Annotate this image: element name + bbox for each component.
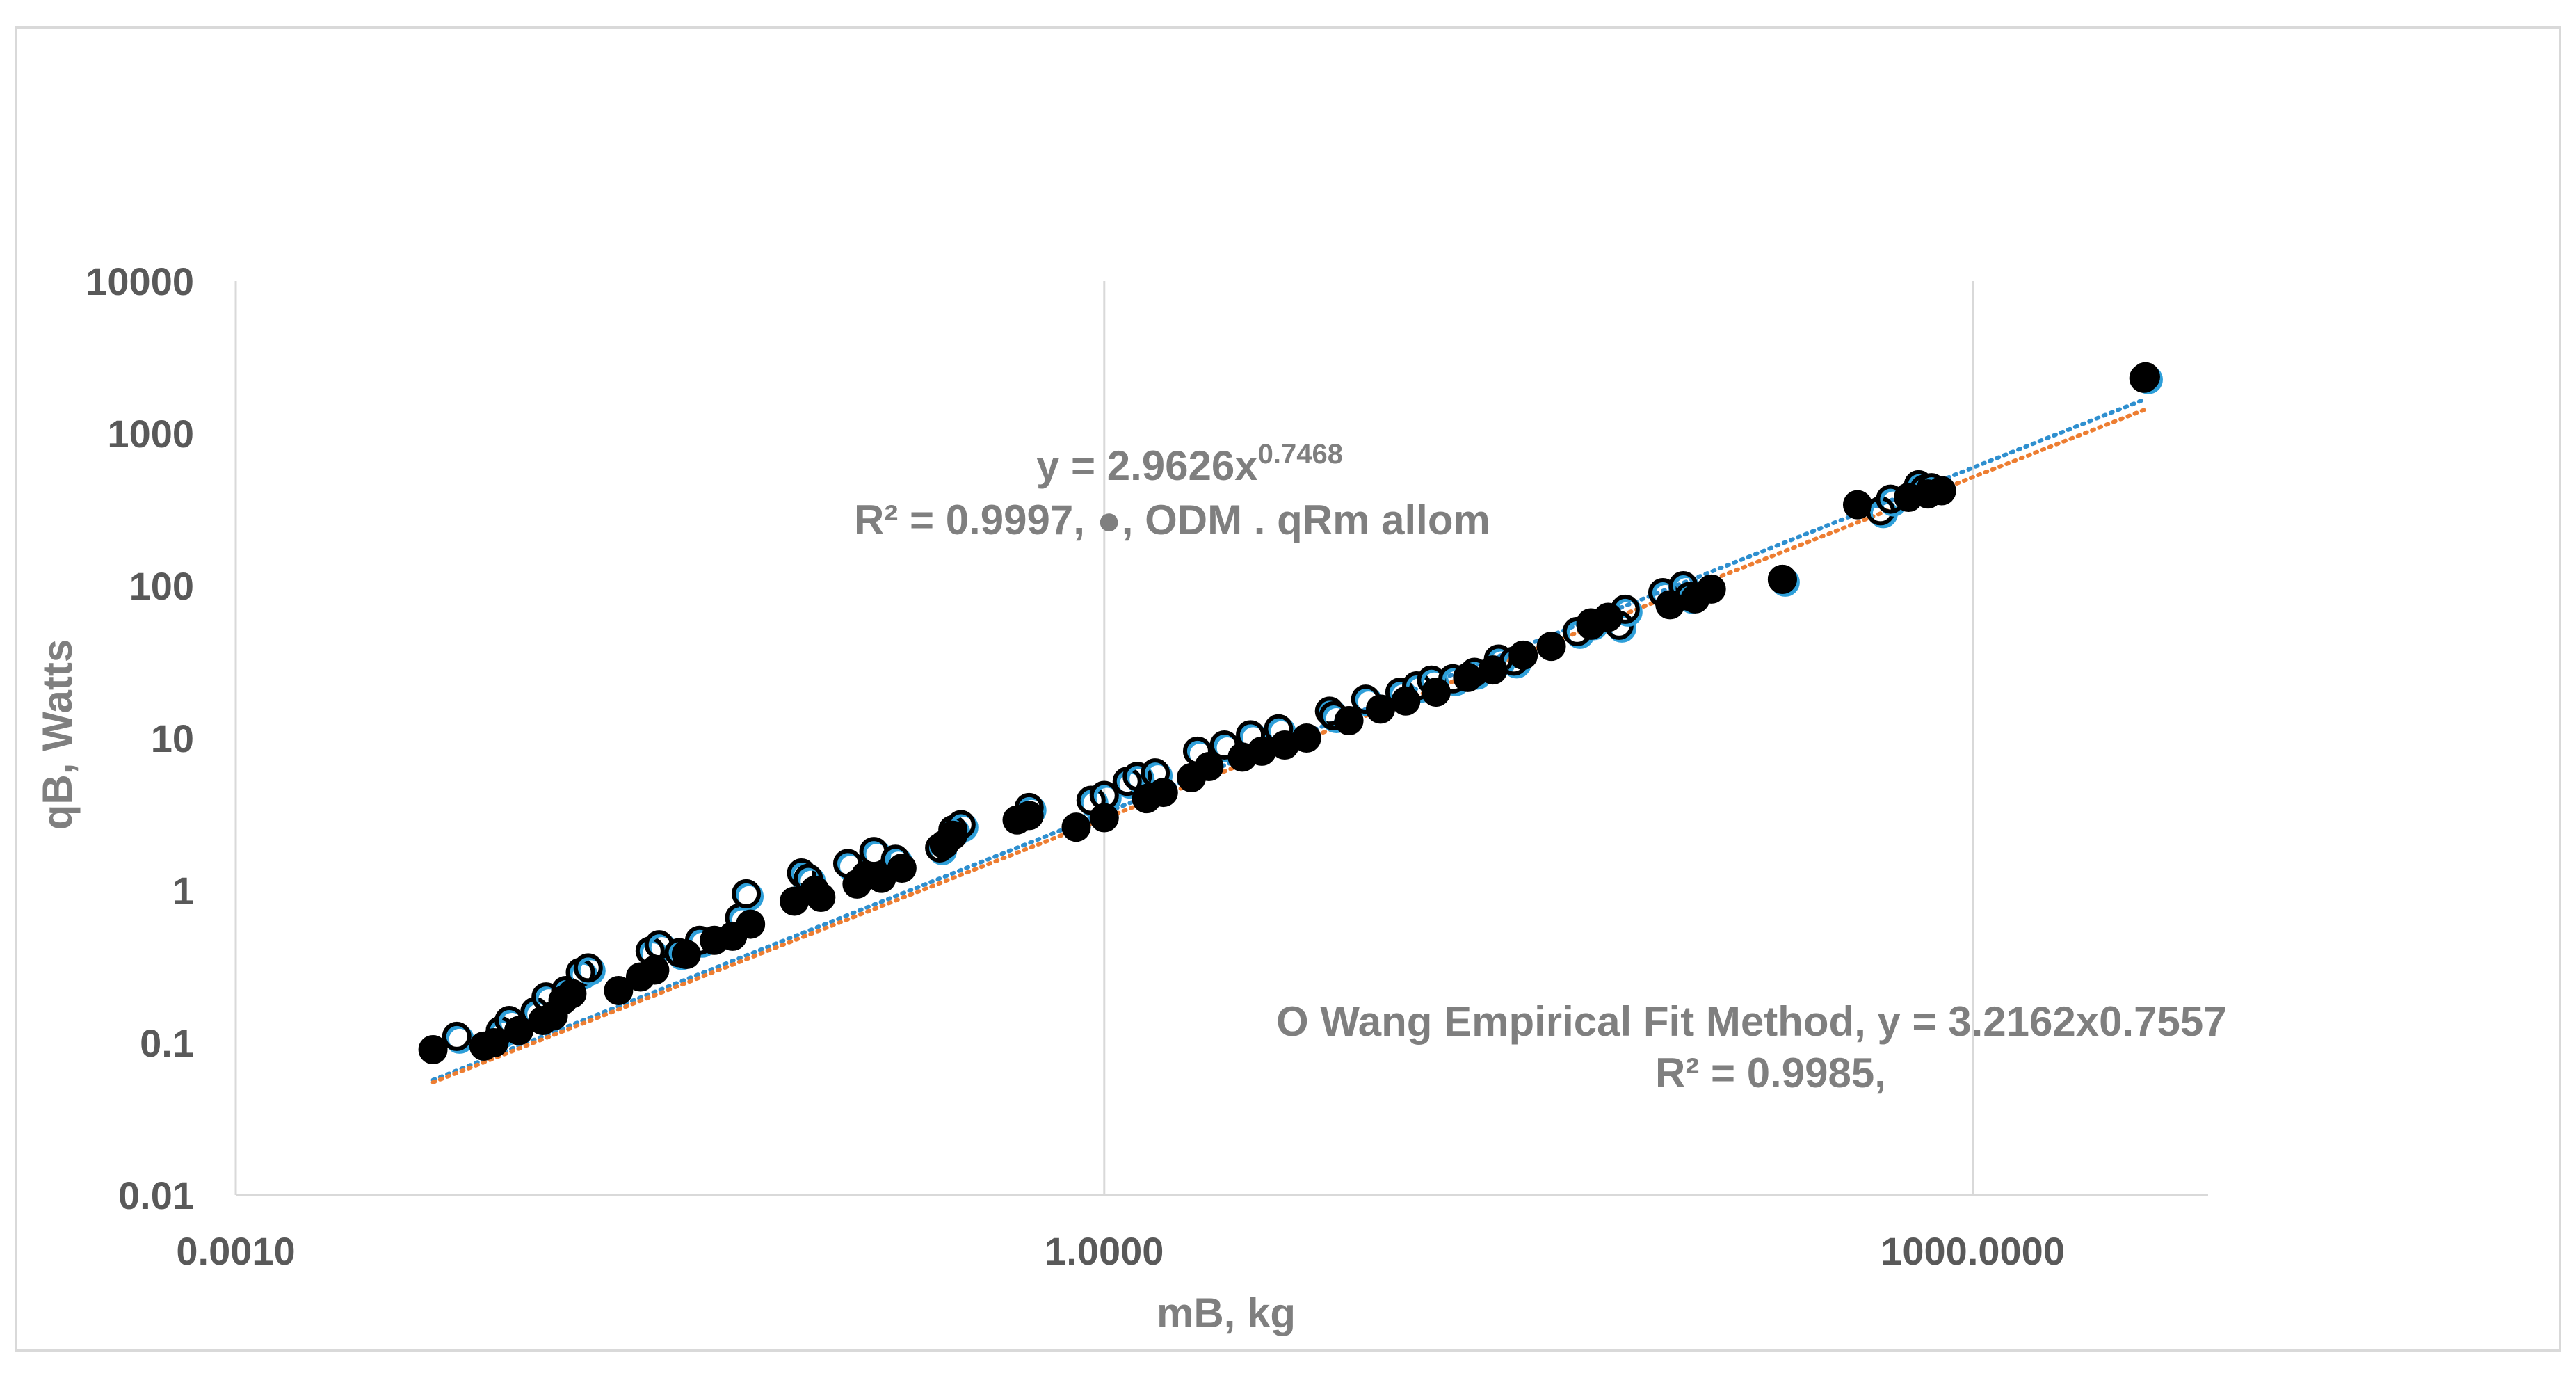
wang-point-shadow [576,956,606,986]
x-tick-labels: 0.0010 1.0000 1000.0000 [176,1229,2065,1273]
odm-r-squared: R² = 0.9997, ●, ODM . qRm allom [854,497,1490,543]
odm-point [1366,694,1396,724]
odm-equation: y = 2.9626x0.7468 [1036,439,1343,489]
odm-point [1089,803,1119,833]
y-tick-label: 0.01 [118,1173,194,1217]
odm-point [1291,723,1321,753]
odm-point [1453,662,1483,692]
odm-point [1194,751,1224,781]
x-tick-label: 0.0010 [176,1229,295,1273]
y-tick-label: 1 [172,869,194,913]
data-points [418,362,2163,1065]
odm-point [671,940,701,970]
wang-point-shadow [734,881,764,911]
wang-point [573,953,603,983]
vertical-gridlines [1103,281,1974,1195]
y-tick-label: 100 [129,564,194,608]
y-tick-label: 10 [151,716,194,760]
odm-point [2129,363,2159,393]
odm-point [1842,490,1872,520]
odm-point [604,976,634,1006]
y-tick-label: 0.1 [140,1021,194,1065]
odm-point [1508,640,1538,670]
odm-point [418,1035,448,1065]
odm-point [1536,632,1566,662]
odm-point [1478,655,1508,685]
odm-point [736,909,766,939]
wang-point [442,1021,472,1051]
odm-point [557,979,587,1009]
odm-point [1334,706,1364,736]
odm-equation-exponent: 0.7468 [1258,439,1343,470]
odm-point [1421,678,1451,707]
odm-point [1767,564,1797,594]
wang-point [732,879,762,908]
odm-point [1655,590,1685,620]
odm-point [1593,602,1623,632]
y-axis-title: qB, Watts [34,639,81,830]
odm-point [1696,574,1726,604]
odm-point [479,1028,509,1057]
y-tick-label: 10000 [86,259,194,303]
odm-point [938,820,968,850]
wang-r-squared: R² = 0.9985, [1655,1050,1886,1096]
odm-point [806,883,836,913]
odm-point [1014,801,1044,831]
x-tick-label: 1.0000 [1045,1229,1164,1273]
odm-point [1926,476,1956,506]
chart-area [15,26,2561,1352]
wang-equation: O Wang Empirical Fit Method, y = 3.2162x… [1276,998,2227,1045]
y-tick-label: 1000 [107,412,194,456]
x-tick-label: 1000.0000 [1881,1229,2065,1273]
odm-point [1148,778,1178,808]
odm-point [1061,812,1091,842]
y-tick-labels: 0.01 0.1 1 10 100 1000 10000 [86,259,194,1217]
odm-point [640,955,670,985]
x-axis-title: mB, kg [1157,1290,1296,1336]
odm-point [1391,686,1421,716]
odm-equation-base: y = 2.9626x [1036,442,1258,489]
odm-point [887,853,917,883]
